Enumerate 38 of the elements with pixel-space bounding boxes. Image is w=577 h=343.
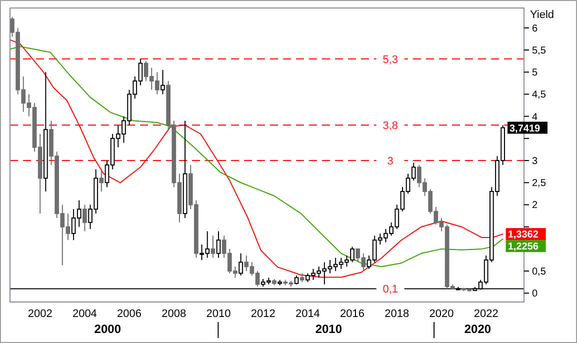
y-tick-label: 2,5 [532,178,546,190]
candlestick [160,69,165,95]
x-tick-label: 2004 [72,308,97,320]
y-axis-title: Yield [530,9,554,21]
ref-line-label: 5,3 [382,54,398,66]
text: 3,7419 [509,123,540,134]
y-tick-label: 0,5 [532,266,546,278]
x-tick-label: 2016 [340,308,365,320]
ref-line-label: 3,8 [382,120,398,132]
text: 2020 [464,322,492,336]
y-tick-label: 6 [532,23,538,34]
candlestick [216,230,221,258]
ref-line-label: 0,1 [382,284,398,296]
candlestick [99,168,104,192]
x-tick-label: 2014 [295,308,320,320]
y-tick-label: 0 [532,288,538,300]
candlestick [210,235,216,258]
x-tick-label: 2006 [117,308,142,320]
data-label: 1,3362 [508,230,539,241]
x-tick-label: 2010 [206,308,231,320]
candlestick [238,252,243,276]
y-tick-label: 5,5 [532,46,546,56]
x-tick-label: 2020 [429,308,454,320]
x-tick-label: 2012 [250,308,276,320]
y-tick-label: 4,5 [532,90,546,101]
x-tick-label: 2008 [162,308,186,320]
y-tick-label: 2 [532,200,538,212]
data-label: 1,2256 [508,242,539,253]
ref-line-label: 3 [387,156,394,168]
y-tick-label: 3 [532,156,538,168]
x-tick-label: 2002 [28,308,52,320]
candlestick [82,204,87,232]
y-tick-label: 5 [532,68,538,79]
text: 2010 [315,322,342,336]
x-tick-label: 2018 [384,308,410,320]
x-tick-label: 2022 [474,308,498,320]
text: 2000 [94,322,122,336]
y-tick-label: 4 [532,112,538,123]
